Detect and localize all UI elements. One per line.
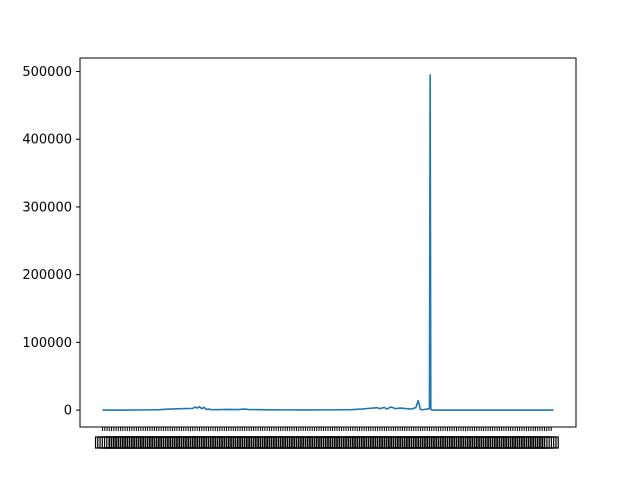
axes-frame xyxy=(79,57,577,428)
plot-area xyxy=(102,74,554,411)
y-tick-label: 500000 xyxy=(22,65,72,80)
x-ticks xyxy=(102,427,552,431)
y-tick-label: 0 xyxy=(64,404,72,419)
x-tick-labels xyxy=(94,436,559,449)
y-axis: 0 100000 200000 300000 400000 500000 xyxy=(22,65,80,419)
series-line xyxy=(102,74,554,411)
y-tick-label: 200000 xyxy=(22,268,72,283)
y-tick-label: 300000 xyxy=(22,200,72,215)
y-tick-label: 100000 xyxy=(22,336,72,351)
x-axis xyxy=(94,427,559,449)
x-tick-label-glyph xyxy=(543,436,559,449)
y-tick-label: 400000 xyxy=(22,133,72,148)
